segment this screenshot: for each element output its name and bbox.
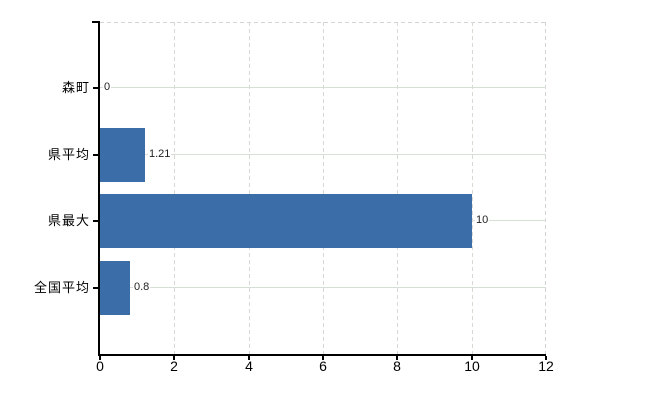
value-label: 1.21 <box>148 147 172 161</box>
value-label: 0 <box>103 80 112 94</box>
x-tick-label: 12 <box>538 358 554 374</box>
gridline-vertical <box>472 22 473 354</box>
x-tick-label: 0 <box>96 358 104 374</box>
gridline-vertical <box>323 22 324 354</box>
x-axis-tick <box>396 356 398 360</box>
category-label: 県平均 <box>47 147 90 162</box>
gridline-vertical <box>174 22 175 354</box>
y-axis-spine <box>98 21 100 356</box>
bar <box>100 128 145 182</box>
value-label: 10 <box>475 213 490 227</box>
x-axis-tick <box>471 356 473 360</box>
category-label: 森町 <box>61 80 90 95</box>
y-axis-tick <box>92 21 100 23</box>
x-tick-label: 2 <box>170 358 178 374</box>
bar <box>100 261 130 315</box>
gridline-vertical <box>249 22 250 354</box>
gridline-horizontal <box>100 87 546 88</box>
category-label: 全国平均 <box>33 280 90 295</box>
x-axis-tick <box>545 356 547 360</box>
gridline-vertical <box>397 22 398 354</box>
category-label: 県最大 <box>47 213 90 228</box>
y-axis-tick <box>93 154 99 156</box>
y-axis-tick <box>93 220 99 222</box>
x-axis-tick <box>248 356 250 360</box>
x-tick-label: 6 <box>319 358 327 374</box>
gridline-horizontal <box>100 287 546 288</box>
x-tick-label: 10 <box>464 358 480 374</box>
y-axis-tick <box>93 287 99 289</box>
gridline-horizontal <box>100 154 546 155</box>
x-axis-tick <box>99 356 101 360</box>
x-axis-tick <box>173 356 175 360</box>
value-label: 0.8 <box>133 280 151 294</box>
x-axis-spine <box>98 354 546 356</box>
plot-area: 0 1.21 10 0.8 <box>100 22 546 354</box>
plot-border-right <box>545 22 546 354</box>
bar <box>100 194 472 248</box>
x-tick-label: 4 <box>245 358 253 374</box>
x-axis-tick <box>322 356 324 360</box>
x-tick-label: 8 <box>393 358 401 374</box>
y-axis-tick <box>93 87 99 89</box>
